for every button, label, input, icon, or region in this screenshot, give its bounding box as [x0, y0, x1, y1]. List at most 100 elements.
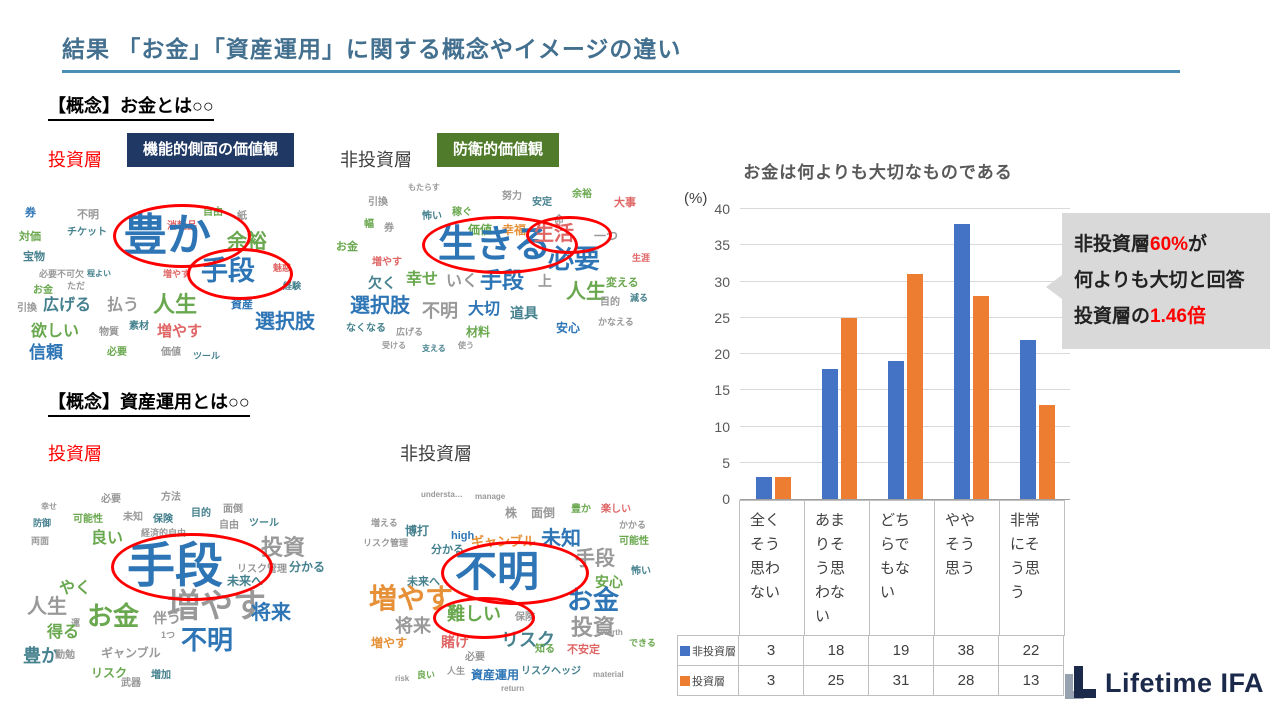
cloud-word: お金	[33, 285, 53, 296]
y-tick-label: 35	[714, 237, 730, 254]
bar-chart: お金は何よりも大切なものである (%) 0 5 10 15 20 25 30 35 40 全くそ…	[677, 158, 1078, 696]
cloud-word: 勤勉	[55, 650, 75, 661]
cloud-word: 増やす	[372, 257, 402, 268]
legend-cell: 投資層	[677, 665, 739, 696]
legend-name: 投資層	[692, 675, 725, 688]
cloud-word: かかる	[619, 520, 647, 530]
value-cell: 28	[933, 665, 999, 696]
cloud-word: 不明	[77, 209, 99, 221]
y-tick-label: 5	[722, 454, 730, 471]
callout-line-3: 投資層の1.46倍	[1074, 306, 1206, 327]
cloud-word: いく	[446, 273, 479, 290]
cloud-word: material	[593, 670, 624, 679]
cloud-word: 生涯	[632, 253, 651, 263]
bar-投資層-あまりそう思わない	[840, 317, 857, 499]
legend-name: 非投資層	[692, 645, 736, 658]
cloud-word: 未来へ	[407, 576, 440, 588]
value-cell: 3	[738, 635, 804, 666]
cloud-word: 良い	[417, 670, 436, 680]
cloud-word: 1つ	[161, 630, 176, 640]
cloud-word: ただ	[67, 281, 86, 291]
y-tick-label: 25	[714, 309, 730, 326]
cloud-word: 幅	[364, 219, 374, 230]
highlight-ellipse	[187, 248, 293, 300]
cloud-word: 不明	[422, 301, 458, 321]
cloud-word: 武器	[121, 678, 141, 689]
cloud-word: 引換	[17, 303, 37, 314]
bar-投資層-全くそう思わない	[774, 477, 791, 499]
value-cell: 31	[868, 665, 934, 696]
cloud-word: 券	[25, 207, 36, 219]
cloud-word: manage	[475, 492, 506, 501]
cloud-word: 対価	[19, 231, 41, 243]
cloud-word: ツール	[193, 351, 221, 361]
value-cell: 13	[998, 665, 1064, 696]
category-label: 非常にそう思う	[999, 500, 1065, 636]
cloud-word: 幸せ	[406, 271, 439, 288]
category-label: 全くそう思わない	[739, 500, 805, 636]
y-axis-unit-label: (%)	[684, 190, 708, 207]
legend-swatch	[680, 675, 690, 686]
cloud-word: 大切	[468, 301, 501, 318]
cloud-word: 不安定	[567, 644, 600, 656]
cloud-word: 博打	[405, 524, 430, 538]
cloud-word: 引換	[368, 197, 388, 208]
y-tick-label: 15	[714, 382, 730, 399]
cloud-word: 人生	[27, 596, 67, 618]
gridline	[740, 244, 1070, 246]
cloud-word: ツール	[249, 518, 279, 529]
gridline	[740, 316, 1070, 318]
cloud-word: 余裕	[572, 189, 592, 200]
cat-spacer	[678, 500, 740, 636]
gridline	[740, 425, 1070, 427]
logo-text: Lifetime IFA	[1104, 667, 1264, 698]
cloud-word: 必要不可欠	[39, 269, 85, 279]
cloud-word: 素材	[129, 321, 149, 332]
section2-investor-label: 投資層	[48, 444, 102, 464]
bar-group	[872, 209, 938, 499]
gridline	[740, 353, 1070, 354]
cloud-word: お金	[336, 241, 358, 253]
cloud-word: 怖い	[631, 566, 651, 577]
cloud-word: 券	[384, 223, 394, 234]
cloud-word: 増やす	[371, 636, 408, 650]
value-cell: 3	[738, 665, 804, 696]
cloud-word: understa…	[421, 490, 463, 499]
cloud-word: 欠く	[368, 275, 396, 291]
cloud-word: 得る	[47, 624, 80, 641]
cloud-word: 信頼	[29, 343, 63, 362]
cloud-word: 増やす	[157, 323, 203, 340]
cloud-word: 人生	[566, 281, 606, 303]
cloud-word: 未知	[123, 512, 143, 523]
chart-title: お金は何よりも大切なものである	[743, 163, 1013, 182]
table-row: 非投資層 3 18 19 38 22	[677, 635, 1078, 666]
cloud-word: 増加	[151, 670, 171, 681]
cloud-word: 努力	[502, 191, 522, 202]
cloud-word: 資産	[231, 299, 253, 311]
page-title: 結果 「お金」「資産運用」に関する概念やイメージの違い	[62, 36, 682, 62]
wordcloud-money-investor: 券不明 チケット 対価 宝物 必要不可欠 ただ 消耗品 自由紙豊か 余裕 お金 程よい 増やす 手段 魅惑…	[15, 182, 330, 377]
legend-cell: 非投資層	[677, 635, 739, 666]
value-cell: 18	[803, 635, 869, 666]
category-label: あまりそう思わない	[804, 500, 870, 636]
cloud-word: 物質	[99, 327, 119, 338]
bar-投資層-どちらでもない	[906, 274, 923, 499]
gridline	[740, 280, 1070, 282]
cloud-word: 分かる	[431, 544, 464, 556]
bar-投資層-非常にそう思う	[1038, 404, 1055, 499]
highlight-ellipse	[113, 204, 251, 268]
bar-投資層-ややそう思う	[972, 296, 989, 499]
plot-area	[740, 208, 1070, 500]
category-label: ややそう思う	[934, 500, 1000, 636]
cloud-word: 減る	[630, 293, 649, 303]
bar-非投資層-どちらでもない	[887, 361, 904, 499]
y-axis-labels: 0 5 10 15 20 25 30 35 40	[678, 202, 740, 506]
cloud-word: 未知	[541, 528, 581, 550]
cloud-word: 株	[505, 506, 518, 520]
highlight-ellipse	[111, 533, 273, 601]
bar-group	[938, 209, 1004, 499]
cloud-word: 面倒	[223, 504, 243, 515]
bar-group	[740, 209, 806, 499]
cloud-word: 良い	[91, 530, 124, 547]
